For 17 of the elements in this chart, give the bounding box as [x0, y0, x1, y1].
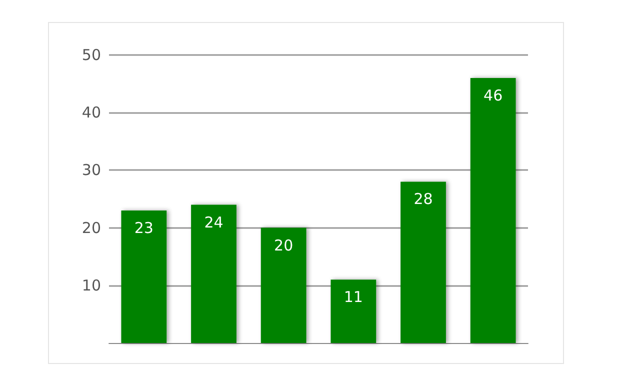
data-label: 24 [204, 213, 224, 232]
data-label: 20 [274, 236, 294, 254]
bar [121, 210, 167, 343]
bar [260, 228, 306, 343]
bar [470, 78, 516, 343]
y-tick-label: 10 [82, 276, 101, 294]
data-label: 46 [484, 86, 503, 105]
y-tick-label: 40 [82, 104, 101, 122]
bar [400, 182, 446, 343]
data-label: 23 [134, 219, 154, 238]
y-tick-label: 20 [82, 218, 101, 237]
y-tick-label: 50 [82, 46, 101, 64]
bar [330, 280, 376, 343]
data-label: 11 [344, 288, 363, 306]
y-tick-label: 30 [82, 161, 101, 180]
bar [191, 204, 236, 343]
data-label: 28 [414, 190, 433, 208]
